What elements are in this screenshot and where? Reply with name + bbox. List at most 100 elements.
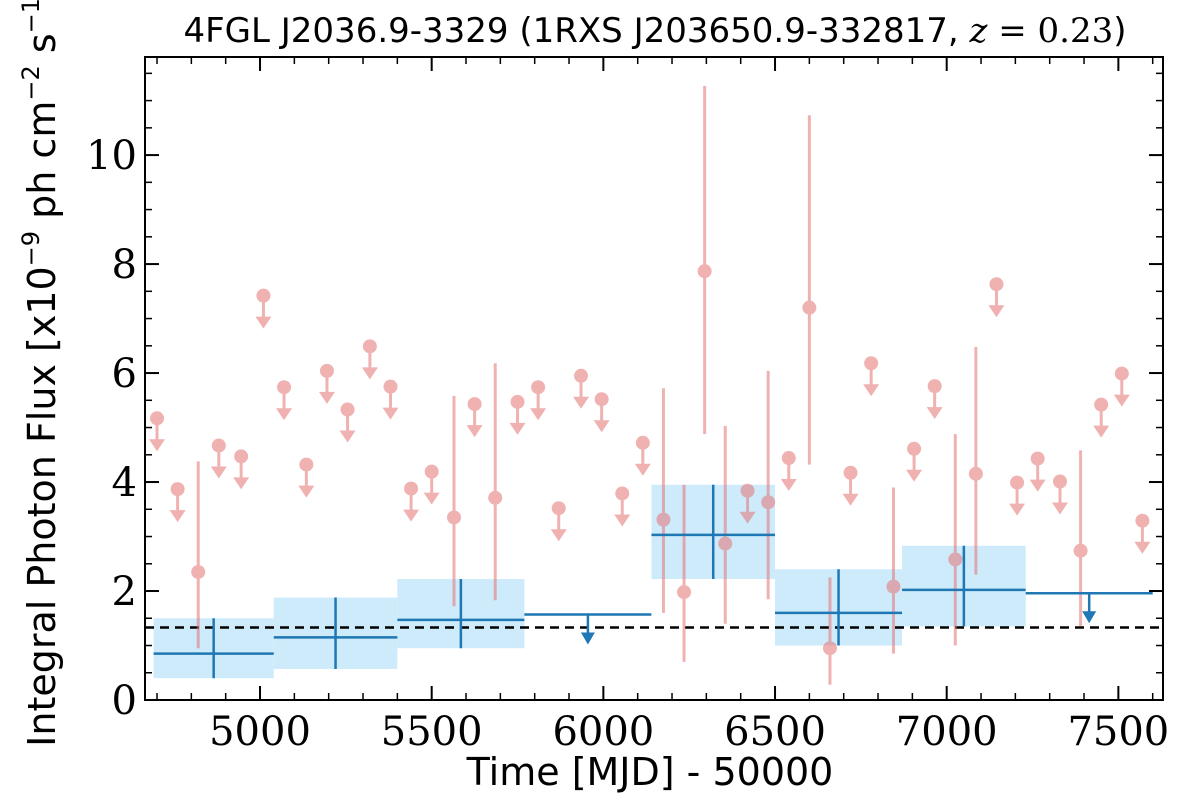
short-bin-point (255, 288, 272, 329)
short-bin-point (656, 388, 671, 613)
y-tick-label: 8 (112, 242, 137, 288)
data-marker (635, 435, 650, 450)
upper-limit-arrow (634, 463, 651, 476)
data-marker (447, 510, 462, 525)
upper-limit-arrow (926, 407, 943, 420)
y-tick-label: 2 (112, 569, 137, 615)
data-marker (781, 451, 796, 466)
upper-limit-arrow (276, 408, 293, 421)
upper-limit-arrow (593, 420, 610, 433)
upper-limit-arrow (842, 493, 859, 506)
short-bin-point (423, 464, 440, 505)
short-bin-point (149, 411, 166, 452)
short-bin-point (447, 395, 462, 607)
long-bin-point (153, 618, 274, 679)
data-marker (968, 466, 983, 481)
data-marker (299, 457, 314, 472)
upper-limit-arrow (318, 391, 335, 404)
data-marker (404, 481, 419, 496)
short-bin-point (530, 380, 547, 421)
data-marker (761, 495, 776, 510)
data-marker (191, 564, 206, 579)
data-marker (319, 363, 334, 378)
short-bin-point (318, 363, 335, 404)
upper-limit-arrow (988, 305, 1005, 318)
short-bin-point (739, 483, 756, 524)
short-bin-point (614, 486, 631, 527)
data-marker (1030, 451, 1045, 466)
short-bin-point (339, 402, 356, 443)
x-axis-label: Time [MJD] - 50000 (466, 750, 834, 794)
upper-limit-arrow (361, 367, 378, 380)
x-tick-label: 7500 (1067, 709, 1169, 755)
short-bin-point (573, 368, 590, 409)
data-marker (170, 482, 185, 497)
data-marker (211, 438, 226, 453)
upper-limit-arrow (382, 407, 399, 420)
upper-limit-arrow (550, 529, 567, 542)
data-marker (277, 380, 292, 395)
data-marker (594, 392, 609, 407)
short-bin-point (1051, 474, 1068, 515)
x-tick-label: 7000 (896, 709, 998, 755)
upper-limit-arrow (739, 511, 756, 524)
data-marker (697, 264, 712, 279)
short-bin-point (822, 577, 837, 685)
short-bin-point (906, 441, 923, 482)
data-marker (907, 441, 922, 456)
short-bin-point (1009, 475, 1026, 516)
short-bin-series (149, 85, 1151, 685)
data-marker (510, 394, 525, 409)
short-bin-point (276, 380, 293, 421)
data-marker (822, 641, 837, 656)
short-bin-point (802, 115, 817, 465)
data-marker (362, 339, 377, 354)
data-marker (864, 356, 879, 371)
long-bin-point (397, 579, 525, 649)
short-bin-point (948, 434, 963, 646)
data-marker (340, 402, 355, 417)
data-marker (948, 552, 963, 567)
y-tick-label: 6 (112, 351, 137, 397)
short-bin-point (361, 339, 378, 380)
upper-limit-arrow (614, 514, 631, 527)
upper-limit-arrow (1051, 502, 1068, 515)
upper-limit-arrow (149, 439, 166, 452)
short-bin-point (718, 425, 733, 624)
upper-limit-arrow (1029, 479, 1046, 492)
short-bin-point (697, 85, 712, 435)
short-bin-point (761, 370, 776, 600)
y-tick-label: 10 (86, 133, 137, 179)
data-marker (927, 379, 942, 394)
data-marker (1052, 474, 1067, 489)
short-bin-point (550, 501, 567, 542)
upper-limit-arrow (339, 430, 356, 443)
long-bin-point (651, 484, 776, 580)
short-bin-point (593, 392, 610, 433)
short-bin-point (466, 397, 483, 438)
upper-limit-arrow (780, 479, 797, 492)
short-bin-point (191, 461, 206, 649)
data-marker (1114, 366, 1129, 381)
long-bin-series (153, 484, 1153, 679)
short-bin-point (677, 484, 692, 662)
chart-title: 4FGL J2036.9-3329 (1RXS J203650.9-332817… (183, 11, 1126, 51)
short-bin-point (298, 457, 315, 498)
data-marker (467, 397, 482, 412)
upper-limit-arrow (1113, 394, 1130, 407)
plot-frame (144, 56, 1164, 701)
short-bin-point (382, 379, 399, 420)
long-bin-point (1025, 591, 1153, 624)
data-marker (551, 501, 566, 516)
short-bin-point (1134, 513, 1151, 554)
x-tick-label: 5500 (381, 709, 483, 755)
long-bin-point (273, 597, 398, 669)
data-marker (718, 536, 733, 551)
upper-limit-arrow (403, 509, 420, 522)
short-bin-point (842, 465, 859, 506)
data-marker (1094, 397, 1109, 412)
short-bin-point (634, 435, 651, 476)
data-marker (424, 464, 439, 479)
data-marker (1135, 513, 1150, 528)
